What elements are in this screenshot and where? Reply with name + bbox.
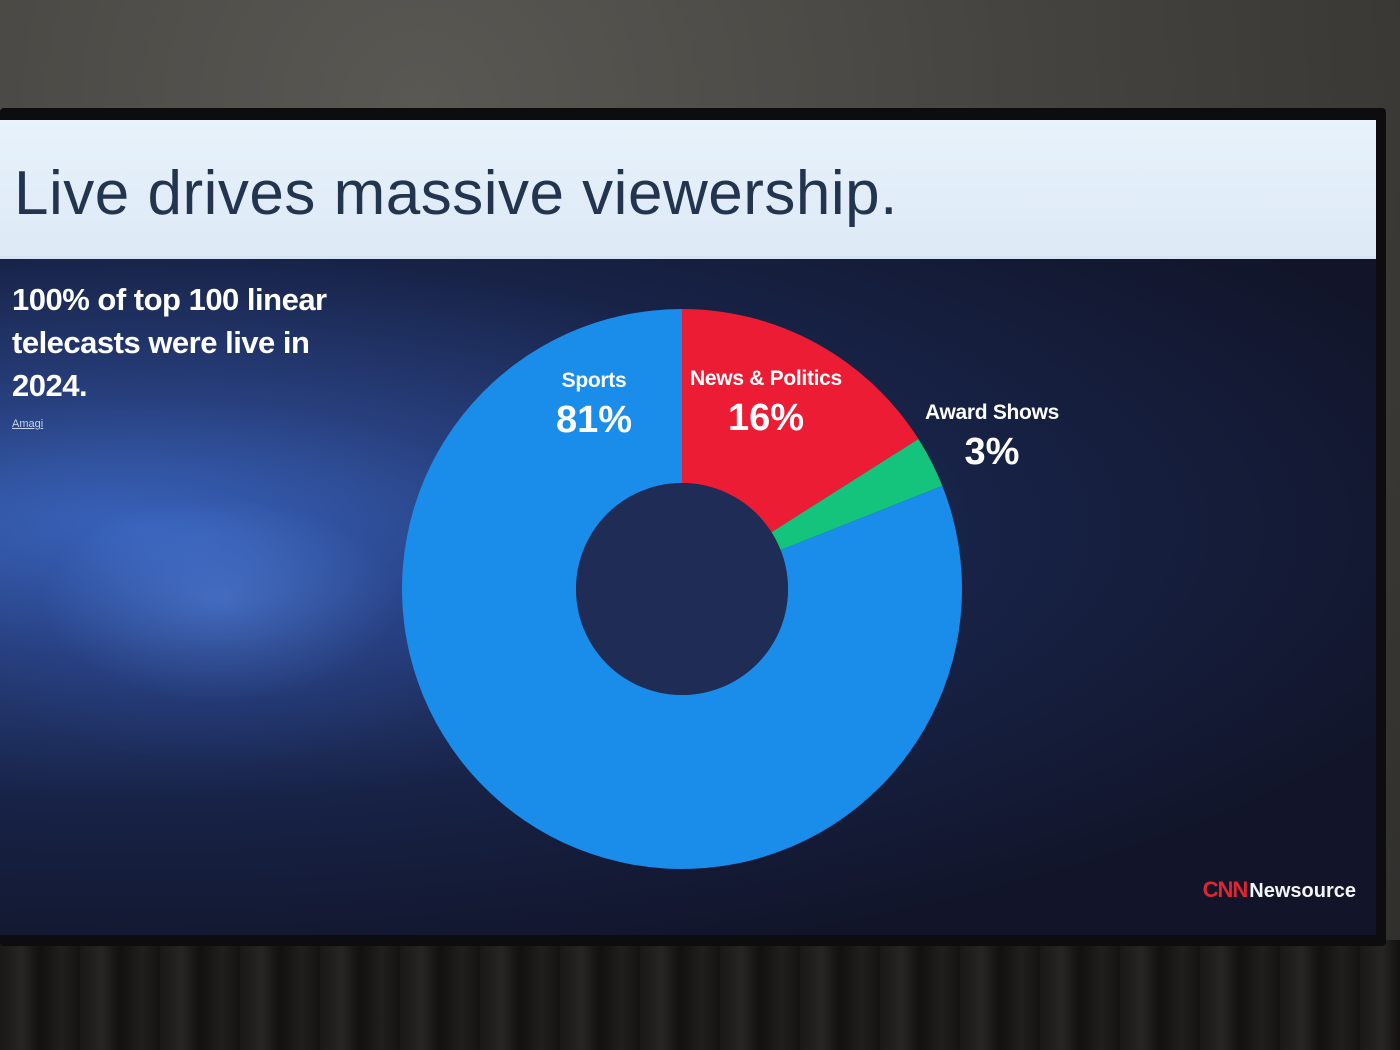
side-statement: 100% of top 100 linear telecasts were li… xyxy=(12,282,327,403)
slice-value-sports: 81% xyxy=(555,399,633,441)
donut-slice-news-politics xyxy=(682,309,919,533)
slice-value-news-politics: 16% xyxy=(727,397,805,439)
donut-chart xyxy=(401,309,963,869)
slice-value-award-shows: 3% xyxy=(964,431,1020,473)
slice-label-news-politics: News & Politics 16% xyxy=(690,364,842,441)
donut-slice-award-shows xyxy=(771,438,943,550)
donut-slices xyxy=(401,309,963,869)
slice-name-sports: Sports xyxy=(561,369,627,392)
cnn-newsource-logo: CNN Newsource xyxy=(1203,877,1356,903)
slide-title: Live drives massive viewership. xyxy=(14,159,898,228)
presentation-slide: Live drives massive viewership. 100% of … xyxy=(0,120,1376,935)
curtain xyxy=(0,940,1400,1050)
title-bar: Live drives massive viewership. xyxy=(0,120,1376,259)
slice-label-award-shows: Award Shows 3% xyxy=(925,398,1059,475)
slice-label-sports: Sports 81% xyxy=(556,366,632,443)
logo-brand: CNN xyxy=(1202,877,1249,902)
slice-name-news-politics: News & Politics xyxy=(690,367,842,390)
source-note: Amagi xyxy=(12,418,44,430)
donut-hole xyxy=(576,483,788,695)
slice-name-award-shows: Award Shows xyxy=(924,401,1060,424)
logo-product: Newsource xyxy=(1249,880,1356,902)
donut-slice-sports xyxy=(401,309,963,869)
